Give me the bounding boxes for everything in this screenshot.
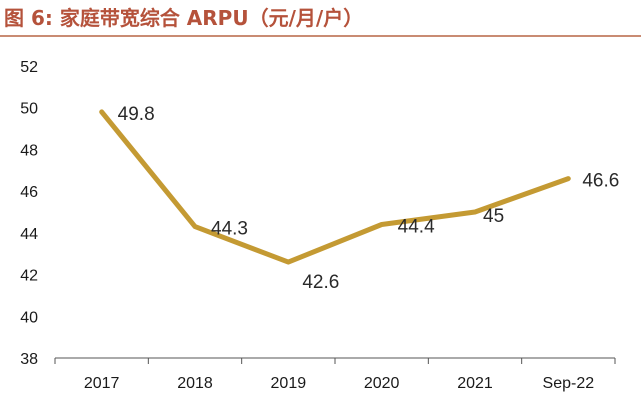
title-underline — [0, 35, 641, 37]
y-tick-label: 48 — [20, 142, 38, 159]
x-tick-label: Sep-22 — [543, 375, 595, 392]
chart-title: 图 6: 家庭带宽综合 ARPU（元/月/户） — [4, 6, 364, 30]
x-tick-label: 2020 — [364, 375, 400, 392]
y-tick-label: 52 — [20, 59, 38, 76]
data-label: 45 — [483, 206, 504, 227]
x-axis-labels: 2017 2018 2019 2020 2021 Sep-22 — [84, 375, 594, 392]
y-tick-label: 46 — [20, 184, 38, 201]
x-axis — [54, 357, 616, 364]
data-label: 46.6 — [582, 171, 619, 192]
data-label: 42.6 — [302, 272, 339, 293]
y-axis-labels: 38 40 42 44 46 48 50 52 — [20, 59, 38, 368]
y-tick-label: 38 — [20, 351, 38, 368]
y-tick-label: 44 — [20, 226, 38, 243]
data-label: 49.8 — [118, 104, 155, 125]
y-tick-label: 50 — [20, 101, 38, 118]
y-tick-label: 40 — [20, 309, 38, 326]
x-tick-label: 2021 — [457, 375, 493, 392]
x-tick-label: 2018 — [177, 375, 213, 392]
data-label: 44.4 — [398, 217, 435, 238]
series-line-arpu — [99, 109, 571, 265]
data-label: 44.3 — [211, 219, 248, 240]
data-labels: 49.8 44.3 42.6 44.4 45 46.6 — [118, 104, 620, 293]
x-tick-label: 2017 — [84, 375, 120, 392]
x-tick-label: 2019 — [271, 375, 307, 392]
y-tick-label: 42 — [20, 268, 38, 285]
series-line-group — [99, 109, 571, 265]
